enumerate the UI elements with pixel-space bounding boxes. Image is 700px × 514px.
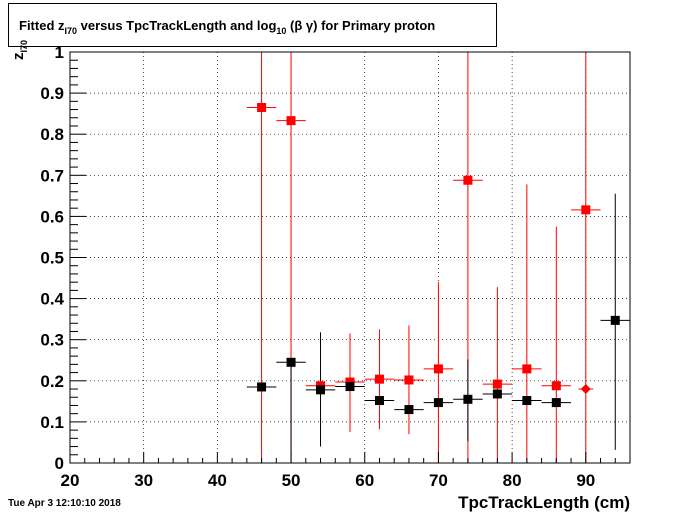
x-tick-label: 90: [576, 471, 595, 490]
x-tick-label: 70: [429, 471, 448, 490]
data-point: [492, 389, 502, 399]
y-tick-label: 0.7: [40, 166, 64, 185]
data-point: [551, 381, 561, 391]
y-tick-label: 0.9: [40, 84, 64, 103]
y-tick-label: 0.5: [40, 249, 64, 268]
data-point: [433, 398, 443, 408]
title-part-2: versus TpcTrackLength and log: [77, 18, 277, 33]
y-tick-label: 1: [55, 43, 64, 62]
x-axis-label: TpcTrackLength (cm): [458, 493, 630, 512]
data-point: [257, 102, 267, 112]
title-part-3: (β γ) for Primary proton: [286, 18, 436, 33]
data-point: [316, 385, 326, 395]
data-point: [286, 116, 296, 126]
data-point: [404, 405, 414, 415]
y-tick-label: 0.3: [40, 331, 64, 350]
data-point: [345, 377, 355, 387]
data-markers: [257, 102, 620, 415]
title-subscript-2: 10: [276, 26, 287, 36]
data-point: [492, 379, 502, 389]
y-tick-label: 0.2: [40, 372, 64, 391]
data-point: [257, 382, 267, 392]
data-point: [463, 394, 473, 404]
data-point: [404, 375, 414, 385]
data-point: [551, 398, 561, 408]
title-subscript-1: I70: [64, 26, 78, 36]
data-point: [522, 364, 532, 374]
y-tick-label: 0: [55, 454, 64, 473]
x-tick-label: 30: [134, 471, 153, 490]
data-point: [581, 205, 591, 215]
data-point: [610, 315, 620, 325]
x-tick-label: 60: [355, 471, 374, 490]
y-tick-label: 0.4: [40, 290, 64, 309]
y-tick-label: 0.1: [40, 413, 64, 432]
axis-tick-labels: 20 30 40 50 60 70 80 90 0 0.1 0.2 0.3 0.4 0.5 0.6 0.7 0.…: [40, 43, 595, 490]
data-point: [374, 374, 384, 384]
y-tick-label: 0.6: [40, 207, 64, 226]
axis-ticks: [69, 51, 631, 464]
title-box: Fitted zI70 versus TpcTrackLength and lo…: [8, 3, 497, 47]
y-axis-label-main: z: [10, 52, 27, 61]
y-tick-label: 0.8: [40, 125, 64, 144]
chart-title: Fitted zI70 versus TpcTrackLength and lo…: [19, 18, 435, 36]
data-point: [463, 175, 473, 185]
data-point: [286, 357, 296, 367]
x-tick-label: 40: [208, 471, 227, 490]
title-part-1: Fitted z: [19, 18, 65, 33]
data-point: [522, 396, 532, 406]
data-point: [374, 396, 384, 406]
x-tick-label: 80: [503, 471, 522, 490]
y-axis-label-sub: I70: [19, 39, 29, 53]
x-tick-label: 20: [61, 471, 80, 490]
data-point-diamond: [580, 384, 591, 395]
data-point: [345, 382, 355, 392]
data-point: [433, 364, 443, 374]
x-tick-label: 50: [282, 471, 301, 490]
timestamp: Tue Apr 3 12:10:10 2018: [8, 498, 121, 509]
y-axis-label: zI70: [10, 40, 29, 60]
